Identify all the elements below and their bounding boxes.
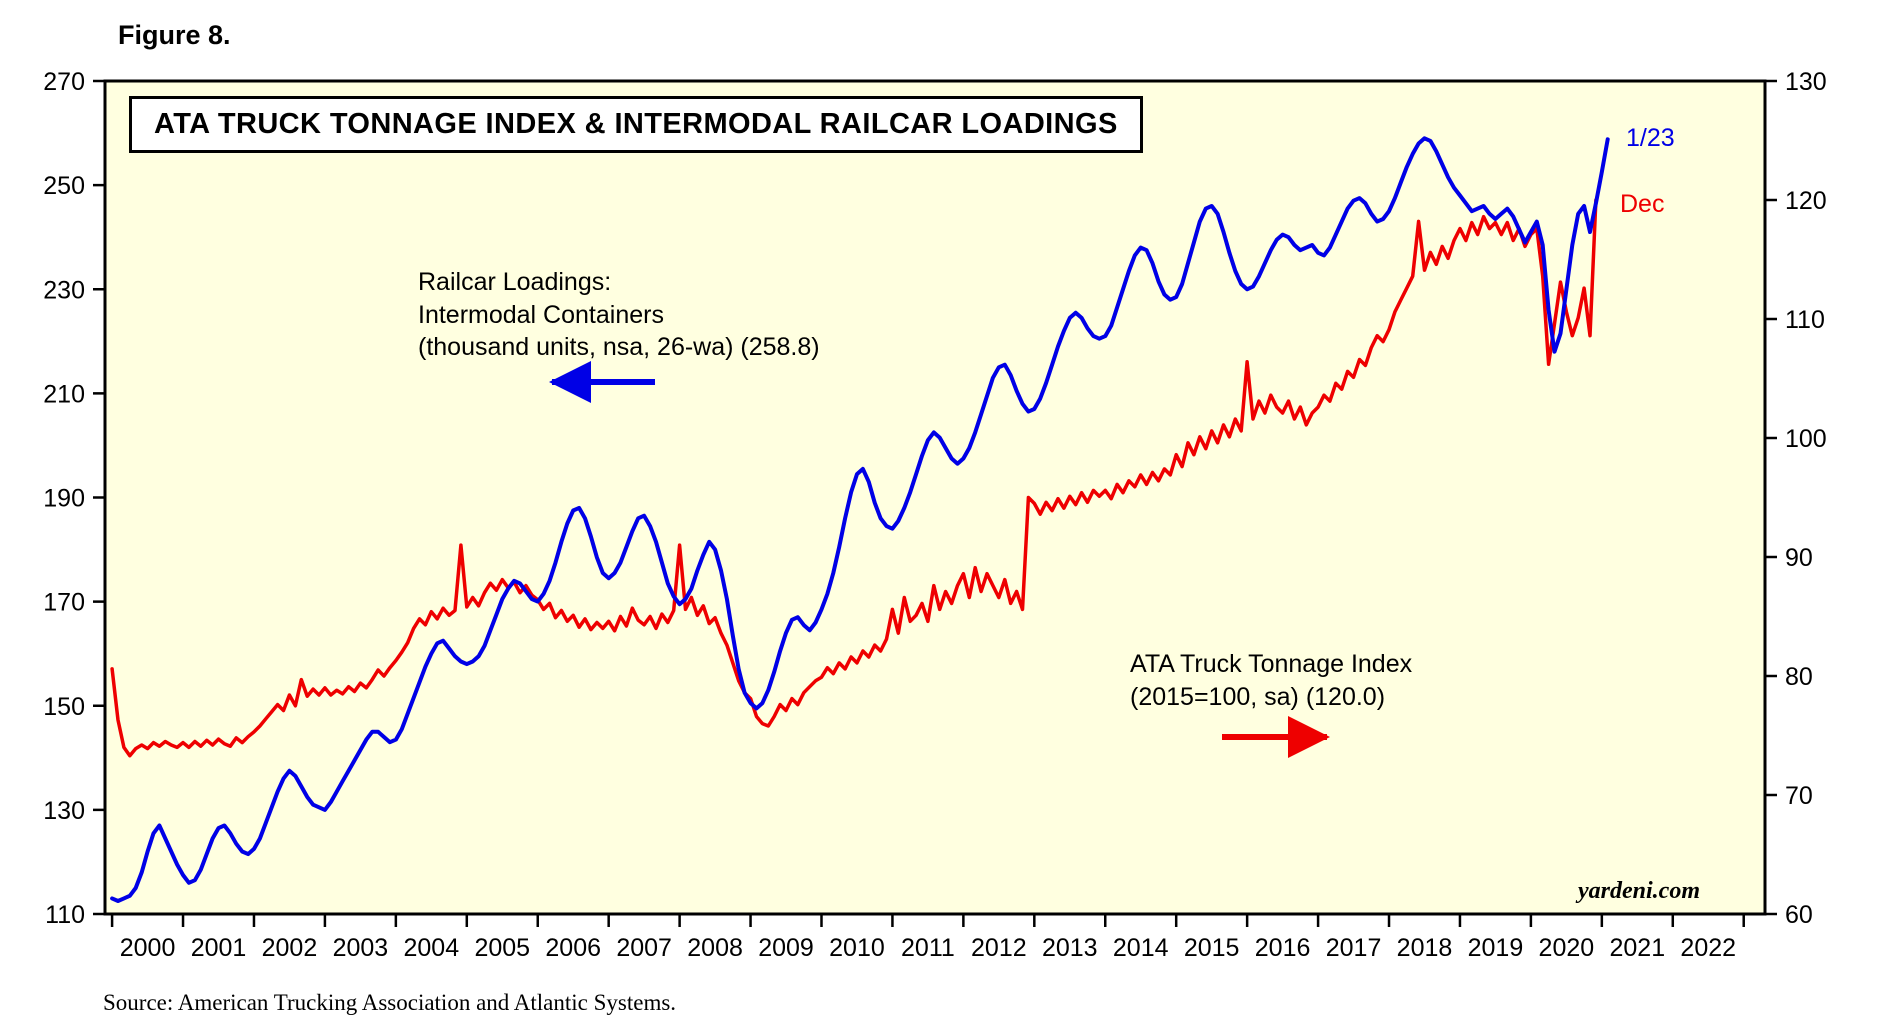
right-axis-tick-label: 80	[1785, 663, 1813, 691]
left-axis-tick-label: 190	[43, 485, 85, 513]
x-axis-year-label: 2015	[1184, 934, 1240, 962]
left-axis-tick-label: 230	[43, 276, 85, 304]
plot-border	[103, 79, 1767, 916]
x-axis-year-label: 2007	[616, 934, 672, 962]
figure-number-label: Figure 8.	[118, 20, 231, 50]
x-axis-year-label: 2009	[758, 934, 814, 962]
right-axis-tick-label: 70	[1785, 782, 1813, 810]
x-axis-year-label: 2021	[1609, 934, 1665, 962]
x-axis-year-label: 2016	[1255, 934, 1311, 962]
left-axis-tick-label: 110	[45, 901, 85, 929]
x-axis-year-label: 2003	[333, 934, 389, 962]
left-axis-tick-label: 170	[43, 589, 85, 617]
right-axis-tick-label: 130	[1785, 68, 1827, 96]
x-axis-year-label: 2022	[1680, 934, 1736, 962]
plot-area	[105, 81, 1765, 914]
right-axis-tick-label: 90	[1785, 544, 1813, 572]
x-axis-year-label: 2010	[829, 934, 885, 962]
left-axis-tick-label: 130	[43, 797, 85, 825]
railcar-loadings-line	[110, 136, 1610, 903]
x-axis-year-label: 2017	[1326, 934, 1382, 962]
left-axis-tick-label: 250	[43, 172, 85, 200]
x-axis-year-label: 2005	[474, 934, 530, 962]
railcar-annotation-line1: Railcar Loadings:	[418, 268, 612, 296]
right-axis-tick-label: 120	[1785, 187, 1827, 215]
x-axis-year-label: 2012	[971, 934, 1027, 962]
x-axis-year-label: 2018	[1397, 934, 1453, 962]
x-axis-year-label: 2004	[404, 934, 460, 962]
left-axis-tick-label: 270	[43, 68, 85, 96]
x-axis-year-label: 2014	[1113, 934, 1169, 962]
truck-tonnage-annotation: ATA Truck Tonnage Index (2015=100, sa) (…	[1130, 648, 1412, 713]
x-axis-year-label: 2002	[262, 934, 318, 962]
truck-tonnage-line	[110, 198, 1598, 758]
source-attribution: Source: American Trucking Association an…	[103, 990, 677, 1015]
right-axis-tick-label: 100	[1785, 425, 1827, 453]
x-axis-year-label: 2019	[1468, 934, 1524, 962]
x-axis-year-label: 2011	[901, 934, 955, 962]
railcar-annotation-line3: (thousand units, nsa, 26-wa) (258.8)	[418, 333, 820, 361]
watermark-yardeni: yardeni.com	[1578, 878, 1700, 904]
truck-annotation-line1: ATA Truck Tonnage Index	[1130, 650, 1413, 678]
chart-title-box: ATA TRUCK TONNAGE INDEX & INTERMODAL RAI…	[129, 96, 1143, 153]
railcar-endpoint-label: 1/23	[1626, 124, 1675, 152]
x-axis-year-label: 2000	[120, 934, 176, 962]
x-axis-year-label: 2001	[191, 934, 247, 962]
x-axis-year-label: 2008	[687, 934, 743, 962]
x-axis-year-label: 2006	[545, 934, 601, 962]
railcar-series-annotation: Railcar Loadings: Intermodal Containers …	[418, 266, 820, 364]
left-axis-tick-label: 210	[43, 380, 85, 408]
right-axis-tick-label: 110	[1785, 306, 1825, 334]
truck-annotation-line2: (2015=100, sa) (120.0)	[1130, 682, 1386, 711]
left-axis-tick-label: 150	[43, 693, 85, 721]
x-axis-year-label: 2013	[1042, 934, 1098, 962]
railcar-annotation-line2: Intermodal Containers	[418, 300, 664, 329]
chart-title: ATA TRUCK TONNAGE INDEX & INTERMODAL RAI…	[154, 108, 1118, 140]
truck-endpoint-label: Dec	[1620, 190, 1665, 218]
x-axis-year-label: 2020	[1539, 934, 1595, 962]
right-axis-tick-label: 60	[1785, 901, 1813, 929]
